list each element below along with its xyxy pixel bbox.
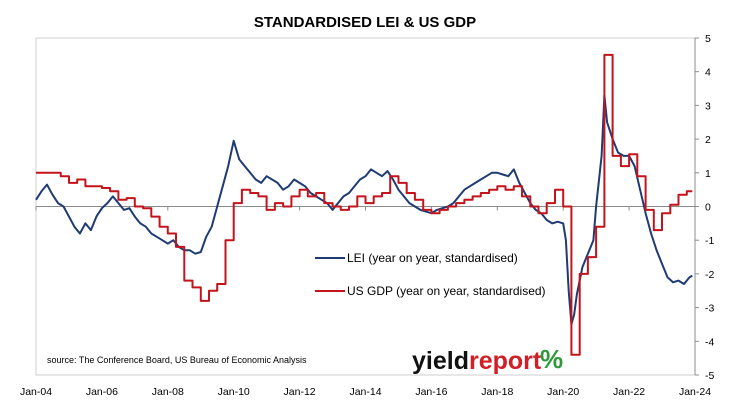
chart-title: STANDARDISED LEI & US GDP xyxy=(254,14,476,31)
y-tick-label: -4 xyxy=(705,336,714,348)
y-tick-label: 1 xyxy=(705,168,711,180)
yieldreport-logo: yieldreport % xyxy=(412,344,563,375)
x-tick-label: Jan-16 xyxy=(415,386,447,398)
legend-label: US GDP (year on year, standardised) xyxy=(347,284,546,298)
x-tick-label: Jan-18 xyxy=(481,386,513,398)
series-group xyxy=(35,53,693,356)
x-tick-label: Jan-10 xyxy=(218,386,250,398)
y-tick-label: -1 xyxy=(705,235,714,247)
logo-part-yield: yield xyxy=(412,347,469,375)
logo-text: yieldreport xyxy=(412,347,542,375)
x-tick-label: Jan-04 xyxy=(20,386,52,398)
source-note: source: The Conference Board, US Bureau … xyxy=(47,355,307,365)
logo-percent-icon: % xyxy=(540,344,563,374)
y-tick-label: 5 xyxy=(705,33,711,45)
y-tick-label: 0 xyxy=(705,202,711,214)
x-tick-label: Jan-14 xyxy=(349,386,381,398)
y-tick-label: -2 xyxy=(705,269,714,281)
x-tick-label: Jan-12 xyxy=(284,386,316,398)
y-tick-label: 4 xyxy=(705,67,711,79)
gdp-series-line xyxy=(36,53,693,356)
x-tick-label: Jan-20 xyxy=(547,386,579,398)
y-axis: 5 4 3 2 1 0 -1 -2 -3 -4 -5 xyxy=(694,33,714,382)
x-tick-label: Jan-22 xyxy=(613,386,645,398)
logo-part-report: report xyxy=(469,347,542,375)
legend-label: LEI (year on year, standardised) xyxy=(347,251,518,265)
legend: LEI (year on year, standardised) US GDP (… xyxy=(315,251,546,298)
lei-series-line xyxy=(35,94,693,326)
y-tick-label: -5 xyxy=(705,370,714,382)
x-tick-label: Jan-06 xyxy=(86,386,118,398)
y-tick-label: 2 xyxy=(705,134,711,146)
y-tick-label: -3 xyxy=(705,303,714,315)
x-axis: Jan-04 Jan-06 Jan-08 Jan-10 Jan-12 Jan-14 Jan-… xyxy=(20,206,711,398)
y-tick-label: 3 xyxy=(705,100,711,112)
x-tick-label: Jan-08 xyxy=(152,386,184,398)
x-tick-label: Jan-24 xyxy=(679,386,711,398)
